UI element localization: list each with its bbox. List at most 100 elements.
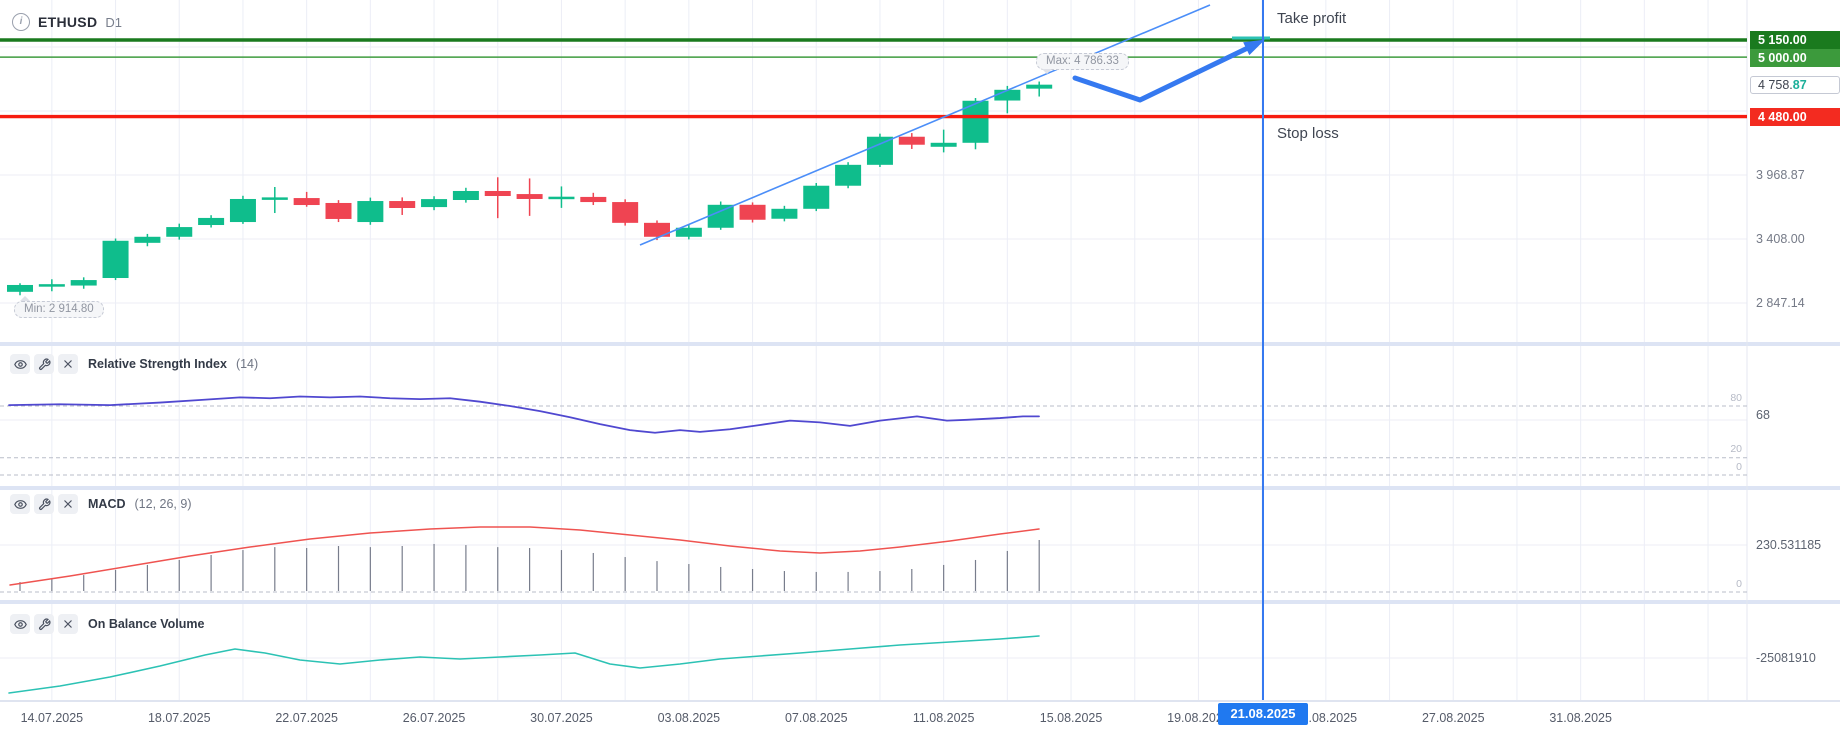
candle-body [38,284,65,287]
date-label: 22.07.2025 [275,711,338,725]
candle-body [675,227,702,237]
macd-params: (12, 26, 9) [134,497,192,511]
stop-loss-label: Stop loss [1277,125,1339,142]
candle-body [70,280,97,286]
candle-body [898,136,925,145]
date-label: 14.07.2025 [20,711,84,725]
candle-body [803,185,830,209]
candle-body [580,196,607,203]
selected-date-badge: 21.08.2025 [1218,703,1308,725]
timeframe-label: D1 [105,14,122,30]
rsi-level-80: 80 [1730,392,1742,404]
close-icon [62,358,74,370]
price-axis-label: 3 408.00 [1756,232,1805,246]
candle-body [612,202,639,223]
trendline [639,4,1211,246]
rsi-pane-header: Relative Strength Index (14) [10,354,258,374]
eye-icon [13,618,27,631]
candle-body [644,222,670,237]
candle-body [357,201,384,223]
obv-close-button[interactable] [58,614,78,634]
candle-body [771,208,798,219]
obv-pane-header: On Balance Volume [10,614,204,634]
date-label: 23.08.2025 [1294,711,1358,725]
price-axis-label: 2 847.14 [1756,296,1805,310]
rsi-params: (14) [235,357,259,371]
macd-settings-button[interactable] [34,494,54,514]
candle-body [1026,84,1053,89]
stop-loss-price-badge: 4 480.00 [1750,108,1840,126]
obv-visibility-button[interactable] [10,614,30,634]
info-icon[interactable]: i [12,13,30,31]
min-tooltip-pointer [20,291,30,301]
max-price-tooltip: Max: 4 786.33 [1036,53,1129,70]
rsi-close-button[interactable] [58,354,78,374]
wrench-icon [38,357,51,371]
resistance-price-badge: 5 000.00 [1750,49,1840,67]
min-price-tooltip: Min: 2 914.80 [14,301,104,318]
close-icon [62,498,74,510]
eye-icon [13,358,27,371]
obv-title: On Balance Volume [88,617,205,631]
symbol-name: ETHUSD [38,14,98,30]
date-label: 18.07.2025 [147,711,211,725]
arrow-head [1243,39,1266,56]
candle-body [866,136,893,165]
rsi-level-20: 20 [1730,443,1742,455]
obv-settings-button[interactable] [34,614,54,634]
date-label: 26.07.2025 [402,711,466,725]
date-label: 31.08.2025 [1549,711,1612,725]
date-label: 11.08.2025 [912,711,975,725]
candle-body [516,194,543,199]
date-label: 19.08.2025 [1167,711,1230,725]
candle-body [421,199,448,208]
max-tooltip-pointer [1042,69,1052,79]
candle-body [835,164,862,186]
date-label: 07.08.2025 [784,711,848,725]
macd-close-button[interactable] [58,494,78,514]
macd-title: MACD [88,497,126,511]
date-label: 03.08.2025 [657,711,721,725]
time-axis[interactable]: 14.07.2025 18.07.2025 22.07.2025 26.07.2025… [0,700,1840,738]
rsi-value: 68 [1756,408,1770,422]
candle-body [134,236,161,243]
candle-body [261,197,288,200]
rsi-title: Relative Strength Index [88,357,227,371]
wrench-icon [38,497,51,511]
price-scale[interactable] [1747,0,1840,700]
date-label: 30.07.2025 [530,711,593,725]
candle-body [166,227,193,237]
candle-body [994,89,1021,101]
rsi-visibility-button[interactable] [10,354,30,374]
symbol-header: i ETHUSD D1 [12,13,122,31]
date-label: 27.08.2025 [1421,711,1485,725]
candle-body [198,217,225,226]
candle-body [325,202,352,219]
candle-body [930,142,957,147]
rsi-settings-button[interactable] [34,354,54,374]
candle-body [102,240,129,279]
candle-body [548,196,575,200]
candle-body [484,190,511,197]
candle-body [229,198,256,223]
date-label: 15.08.2025 [1039,711,1103,725]
eye-icon [13,498,27,511]
candle-body [7,284,33,292]
macd-zero-label: 0 [1736,578,1742,590]
price-axis-label: 3 968.87 [1756,168,1805,182]
obv-value: -25081910 [1756,651,1816,665]
macd-visibility-button[interactable] [10,494,30,514]
candle-body [739,204,766,220]
wrench-icon [38,617,51,631]
candle-body [389,201,416,208]
take-profit-label: Take profit [1277,10,1347,27]
candle-body [452,190,479,201]
macd-pane-header: MACD (12, 26, 9) [10,494,191,514]
take-profit-price-badge: 5 150.00 [1750,31,1840,49]
rsi-level-0: 0 [1736,461,1742,473]
macd-value: 230.531185 [1756,538,1822,552]
last-price-badge: 4 758.87 [1750,76,1840,94]
candle-body [293,198,320,206]
